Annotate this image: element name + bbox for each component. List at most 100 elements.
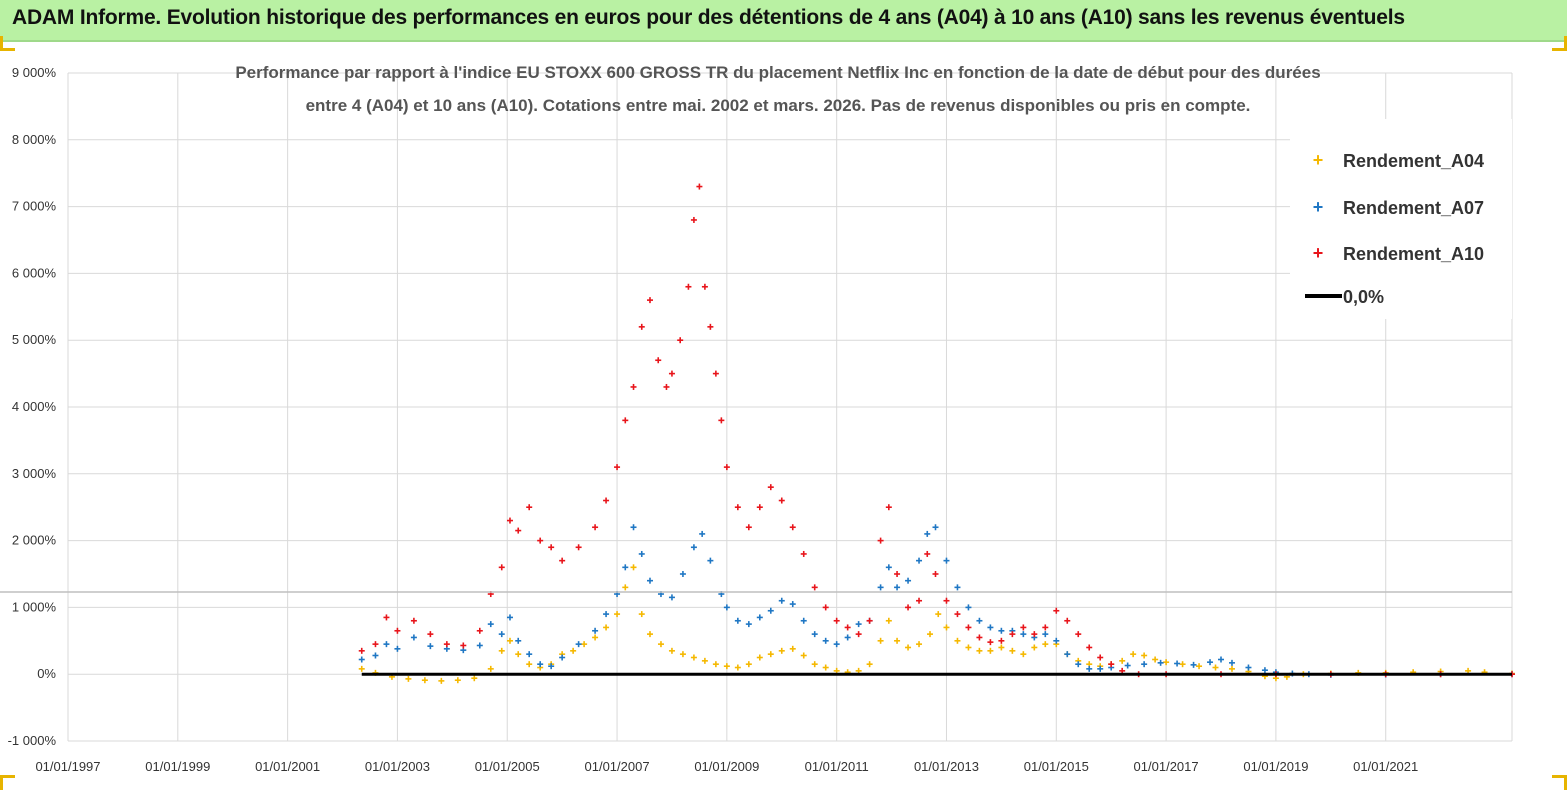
data-point-a07 [487, 621, 494, 628]
data-point-a10 [924, 550, 931, 557]
data-point-a04 [1163, 659, 1170, 666]
data-point-a07 [630, 524, 637, 531]
data-point-a07 [699, 530, 706, 537]
data-point-a10 [822, 604, 829, 611]
data-point-a07 [506, 614, 513, 621]
data-point-a10 [427, 631, 434, 638]
data-point-a10 [358, 647, 365, 654]
data-point-a07 [1053, 637, 1060, 644]
data-point-a10 [885, 504, 892, 511]
data-point-a10 [943, 597, 950, 604]
data-point-a04 [734, 664, 741, 671]
data-point-a04 [421, 677, 428, 684]
data-point-a07 [833, 641, 840, 648]
data-point-a07 [1141, 661, 1148, 668]
data-point-a07 [668, 594, 675, 601]
data-point-a07 [924, 530, 931, 537]
data-point-a10 [778, 497, 785, 504]
data-point-a10 [1042, 624, 1049, 631]
data-point-a07 [1190, 661, 1197, 668]
data-point-a04 [712, 661, 719, 668]
data-point-a04 [405, 675, 412, 682]
data-point-a10 [383, 614, 390, 621]
data-point-a04 [454, 677, 461, 684]
data-point-a10 [537, 537, 544, 544]
data-point-a10 [707, 323, 714, 330]
data-point-a07 [1261, 667, 1268, 674]
data-point-a10 [723, 464, 730, 471]
data-point-a04 [1130, 651, 1137, 658]
y-tick-label: 8 000% [12, 132, 57, 147]
data-point-a10 [833, 617, 840, 624]
data-point-a10 [614, 464, 621, 471]
data-point-a04 [1228, 665, 1235, 672]
data-point-a07 [844, 634, 851, 641]
legend-label-a07: Rendement_A07 [1343, 198, 1484, 218]
data-point-a07 [526, 651, 533, 658]
data-point-a07 [916, 557, 923, 564]
data-point-a10 [677, 337, 684, 344]
data-point-a07 [723, 604, 730, 611]
data-point-a07 [811, 631, 818, 638]
data-point-a10 [1075, 631, 1082, 638]
data-point-a04 [885, 617, 892, 624]
legend-label-a10: Rendement_A10 [1343, 244, 1484, 264]
corner-mark-top-left [0, 36, 15, 51]
data-point-a07 [1207, 659, 1214, 666]
data-point-a04 [498, 647, 505, 654]
x-tick-label: 01/01/2007 [585, 759, 650, 774]
data-point-a04 [471, 675, 478, 682]
data-point-a04 [935, 611, 942, 618]
data-point-a04 [515, 651, 522, 658]
data-point-a07 [638, 550, 645, 557]
data-point-a04 [745, 661, 752, 668]
data-point-a07 [965, 604, 972, 611]
data-point-a07 [1174, 660, 1181, 667]
data-point-a07 [575, 641, 582, 648]
data-point-a07 [1157, 659, 1164, 666]
data-point-a04 [800, 652, 807, 659]
series-a07 [358, 524, 1515, 678]
data-point-a10 [894, 571, 901, 577]
y-tick-label: 4 000% [12, 399, 57, 414]
data-point-a10 [498, 564, 505, 571]
data-point-a10 [515, 527, 522, 534]
data-point-a04 [646, 631, 653, 638]
data-point-a04 [614, 611, 621, 618]
data-point-a04 [927, 631, 934, 638]
data-series [358, 183, 1515, 684]
data-point-a04 [822, 664, 829, 671]
data-point-a10 [394, 627, 401, 634]
data-point-a04 [976, 647, 983, 654]
banner-title: ADAM Informe. Evolution historique des p… [12, 6, 1405, 29]
data-point-a10 [987, 639, 994, 646]
data-point-a04 [987, 647, 994, 654]
data-point-a07 [894, 584, 901, 591]
data-point-a07 [358, 656, 365, 663]
data-point-a04 [487, 665, 494, 672]
data-point-a10 [655, 357, 662, 364]
data-point-a07 [1042, 631, 1049, 638]
x-tick-label: 01/01/2015 [1024, 759, 1089, 774]
data-point-a04 [581, 641, 588, 648]
data-point-a10 [696, 183, 703, 190]
data-point-a10 [745, 524, 752, 531]
data-point-a10 [976, 634, 983, 641]
data-point-a10 [905, 604, 912, 611]
data-point-a04 [668, 647, 675, 654]
data-point-a04 [622, 584, 629, 591]
data-point-a07 [756, 614, 763, 621]
series-a10 [358, 183, 1515, 678]
data-point-a10 [1020, 624, 1027, 631]
data-point-a10 [663, 383, 670, 390]
data-point-a10 [548, 544, 555, 551]
data-point-a10 [622, 417, 629, 424]
data-point-a10 [844, 624, 851, 631]
data-point-a04 [679, 651, 686, 658]
data-point-a04 [965, 644, 972, 651]
data-point-a10 [506, 517, 513, 524]
data-point-a04 [789, 645, 796, 652]
y-tick-label: 0% [37, 666, 56, 681]
data-point-a10 [712, 370, 719, 377]
data-point-a07 [855, 621, 862, 628]
